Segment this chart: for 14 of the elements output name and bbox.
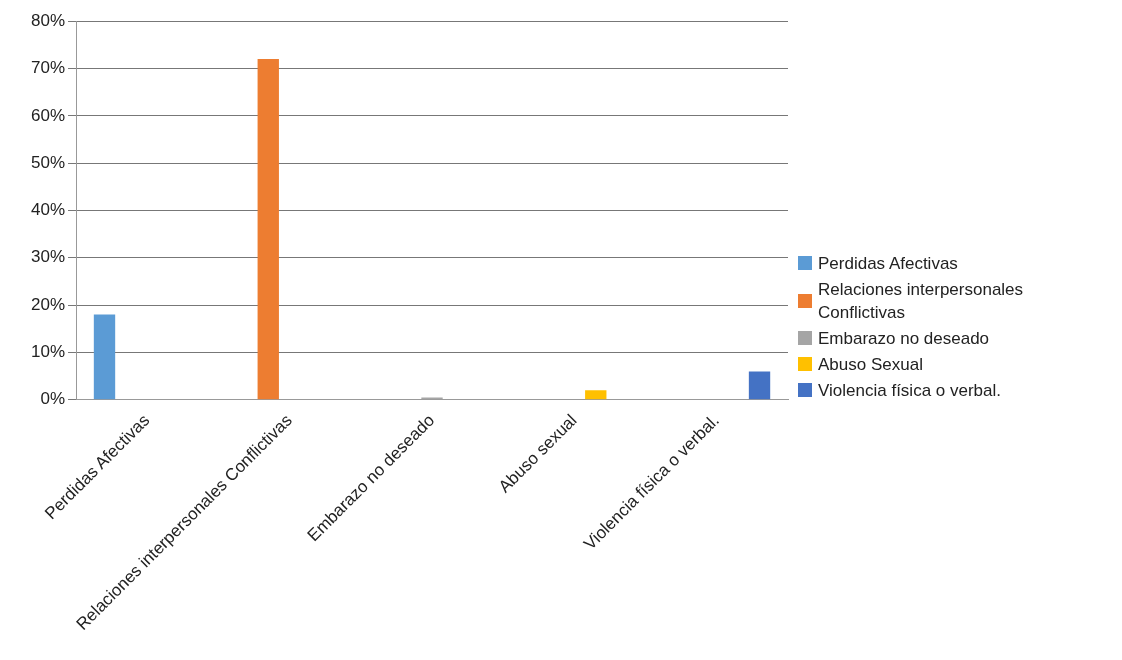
y-tick-label: 50% bbox=[30, 152, 66, 172]
y-tick-label: 60% bbox=[30, 105, 66, 125]
y-tick-label: 20% bbox=[30, 294, 66, 314]
y-tick-label: 30% bbox=[30, 247, 66, 267]
legend-label: Embarazo no deseado bbox=[818, 327, 990, 350]
legend-label: Abuso Sexual bbox=[818, 353, 923, 376]
y-tick-label: 40% bbox=[30, 200, 66, 220]
y-tick-label: 80% bbox=[30, 10, 66, 30]
legend-label: Relaciones interpersonales Conflictivas bbox=[818, 278, 1025, 324]
legend-label: Perdidas Afectivas bbox=[818, 252, 958, 275]
y-tick-label: 0% bbox=[40, 389, 66, 409]
y-tick-label: 10% bbox=[30, 342, 66, 362]
y-tick-label: 70% bbox=[30, 58, 66, 78]
legend-label: Violencia física o verbal. bbox=[818, 379, 1002, 402]
